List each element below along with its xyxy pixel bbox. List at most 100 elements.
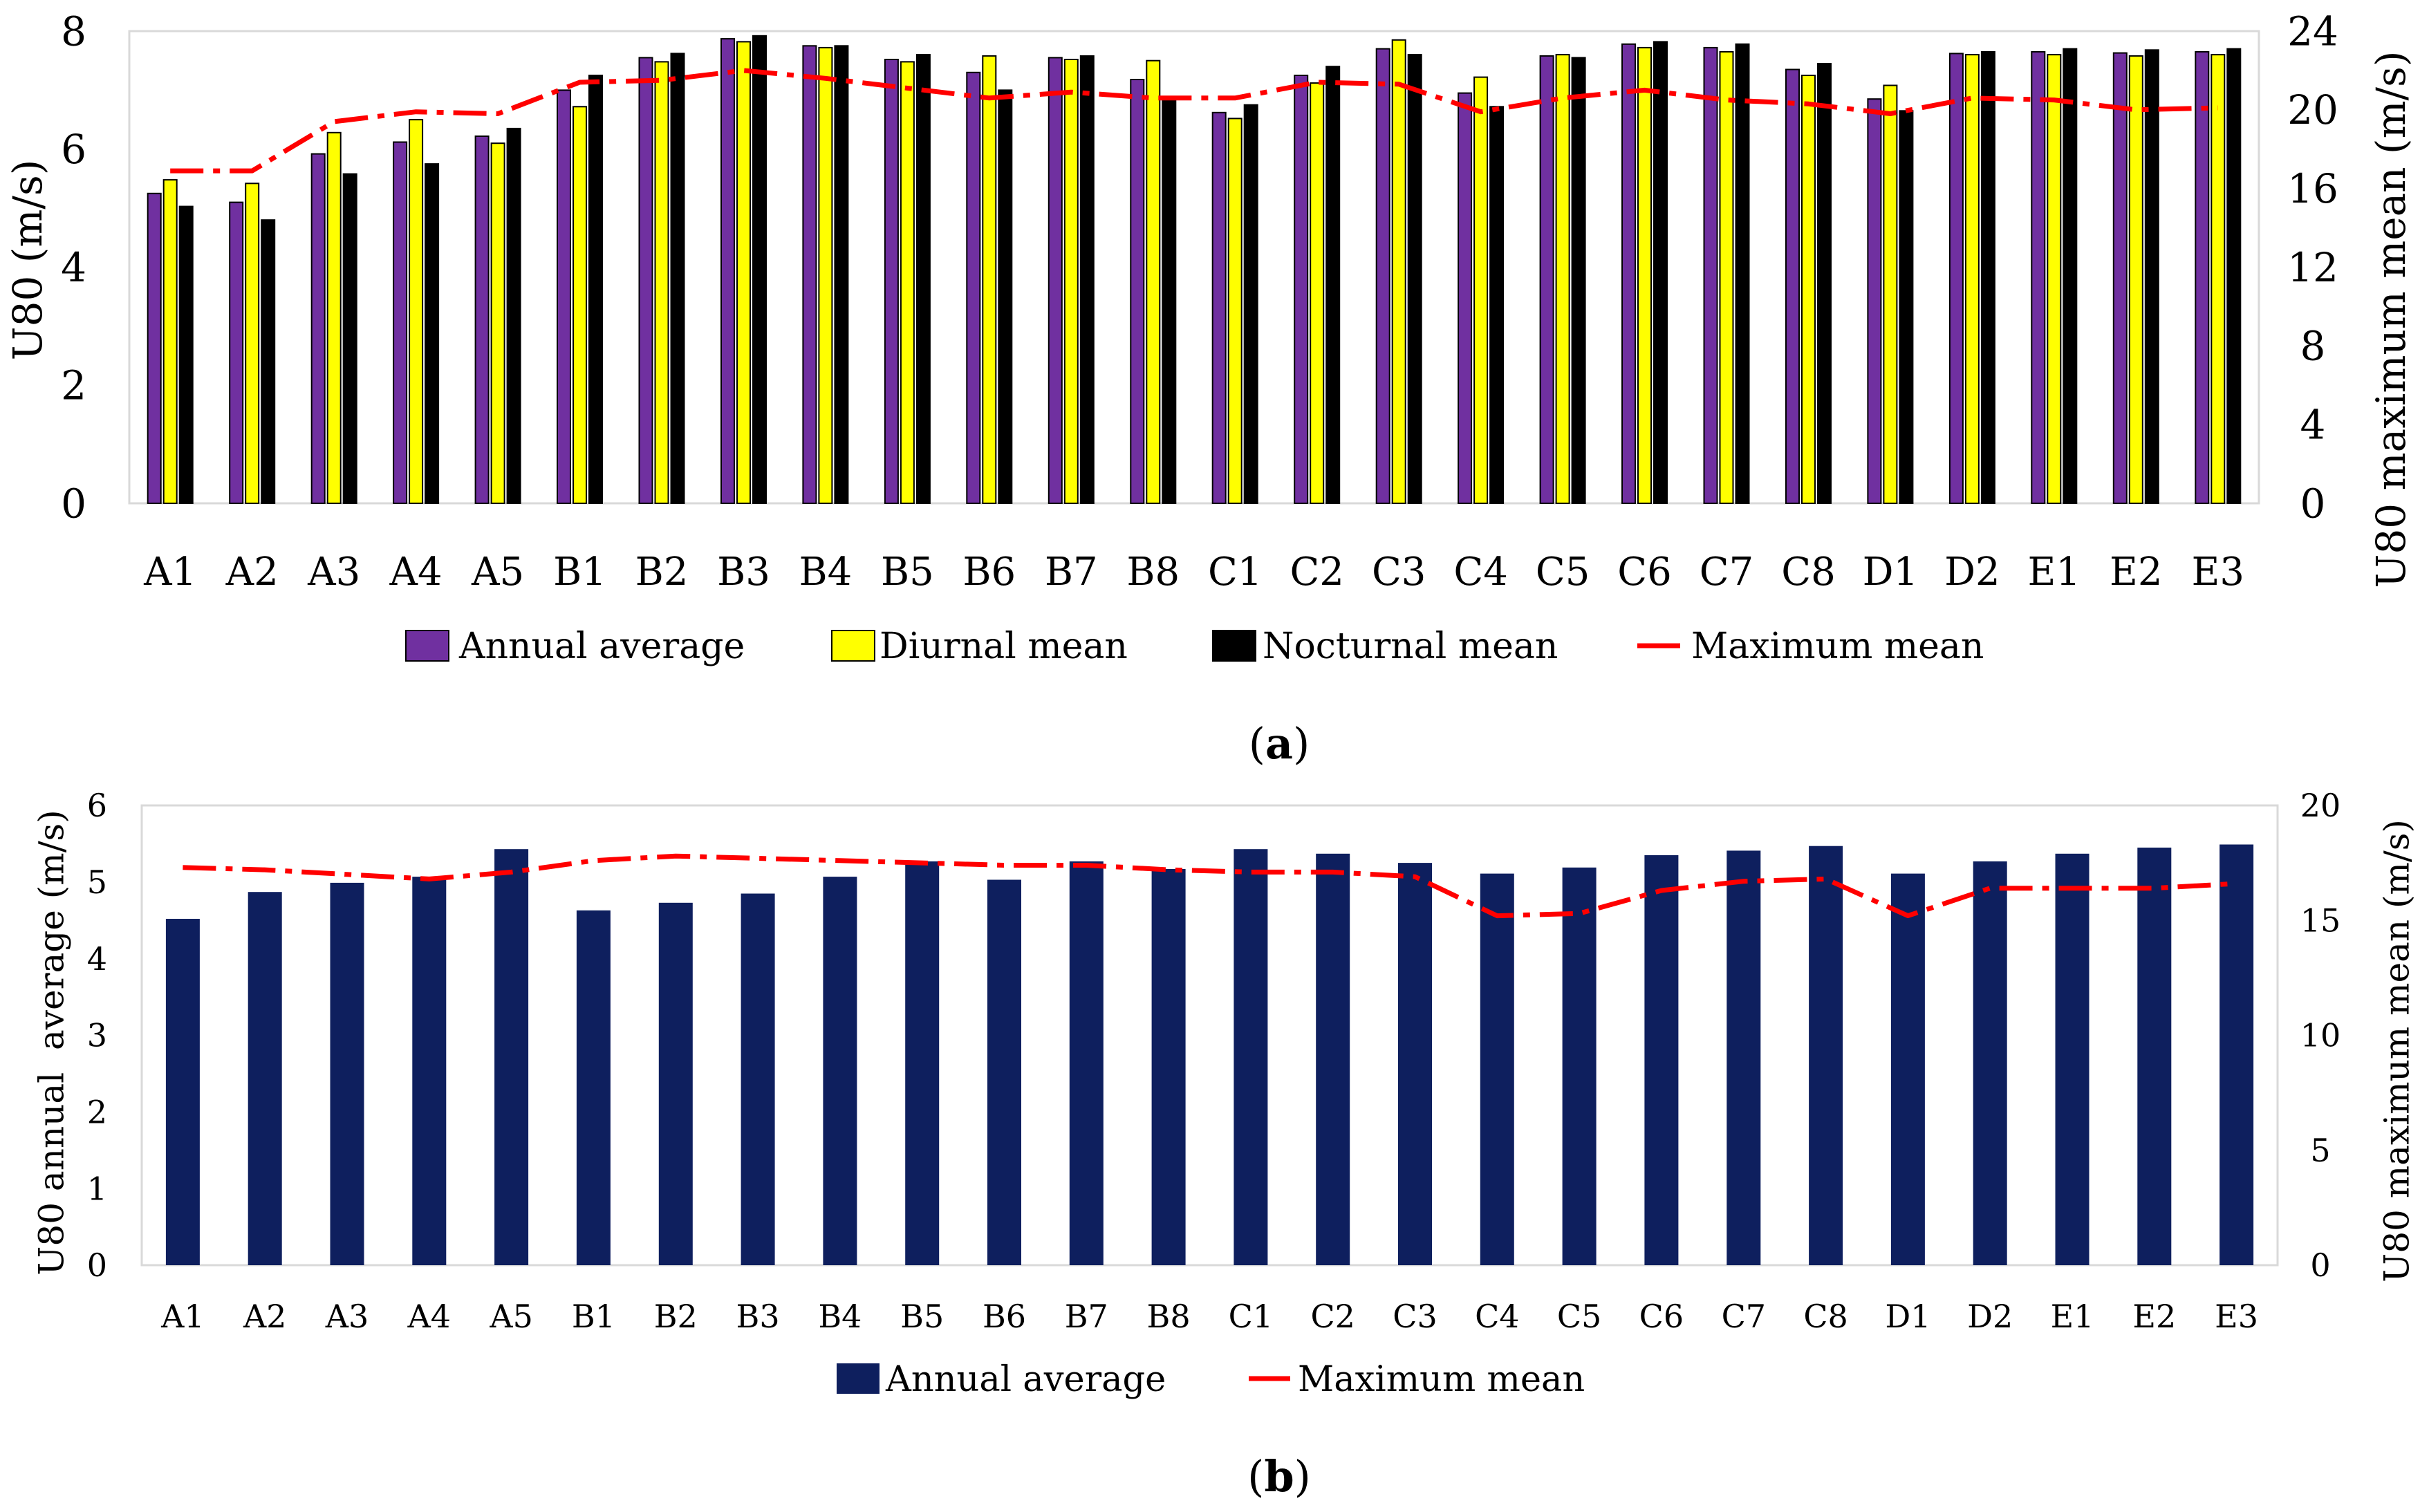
bar-nocturnal-mean-b8 — [1162, 99, 1177, 504]
left-axis-tick-label: 0 — [87, 1247, 107, 1284]
right-axis-tick-label: 5 — [2310, 1132, 2330, 1169]
bar-annual-average-e2 — [2112, 52, 2128, 505]
bar-nocturnal-mean-d1 — [1899, 110, 1914, 505]
bar-annual-average-c8 — [1785, 68, 1800, 504]
right-axis-title: U80 maximum mean (m/s) — [2377, 819, 2417, 1282]
plot-area-frame — [128, 30, 2260, 505]
category-label: A2 — [243, 1298, 287, 1335]
legend-item-maximum-mean: Maximum mean — [1249, 1359, 1585, 1400]
bar-annual-average-c1 — [1234, 849, 1268, 1265]
category-label: D1 — [1863, 550, 1919, 595]
panel-b: 0 1 2 3 4 5 6 0 5 10 15 20 A1 A2 A3 A4 A5 B1 B2 B3 B4 B5 B6 B7 B… — [32, 787, 2417, 1502]
series-annual-average-bars — [147, 38, 2210, 505]
bar-annual-average-b1 — [557, 89, 571, 504]
legend: Annual average Maximum mean — [837, 1359, 1585, 1400]
category-label: E1 — [2028, 550, 2081, 595]
bar-annual-average-e1 — [2031, 50, 2046, 504]
legend-item-annual-average: Annual average — [405, 626, 745, 667]
category-label: B7 — [1065, 1298, 1108, 1335]
bar-nocturnal-mean-c1 — [1243, 104, 1258, 504]
right-axis-tick-label: 8 — [2300, 323, 2326, 370]
series-diurnal-mean-bars — [162, 39, 2226, 505]
category-label: C6 — [1639, 1298, 1684, 1335]
right-axis-tick-label: 20 — [2287, 86, 2338, 133]
category-label: A1 — [160, 1298, 205, 1335]
category-label: A5 — [471, 550, 524, 595]
category-label: A4 — [389, 550, 443, 595]
legend-label-annual-average: Annual average — [458, 626, 745, 667]
bar-diurnal-mean-b7 — [1063, 59, 1079, 504]
legend-swatch-nocturnal-mean — [1212, 630, 1256, 662]
left-axis-tick-label: 4 — [87, 940, 107, 978]
bar-diurnal-mean-e3 — [2211, 54, 2226, 505]
bar-nocturnal-mean-e3 — [2226, 48, 2242, 505]
right-axis-tick-label: 15 — [2300, 902, 2341, 939]
category-label: C1 — [1208, 550, 1262, 595]
right-axis-tick-label: 10 — [2300, 1017, 2341, 1054]
bar-nocturnal-mean-a3 — [342, 173, 357, 504]
legend-label-nocturnal-mean: Nocturnal mean — [1263, 626, 1558, 667]
maximum-mean-line — [170, 68, 2218, 174]
bar-nocturnal-mean-b7 — [1079, 55, 1095, 504]
bar-nocturnal-mean-b3 — [752, 35, 767, 505]
category-label: B6 — [983, 1298, 1026, 1335]
category-label: B2 — [654, 1298, 698, 1335]
bar-diurnal-mean-b3 — [736, 41, 751, 504]
bar-nocturnal-mean-b4 — [834, 45, 849, 505]
bar-diurnal-mean-d1 — [1883, 84, 1898, 504]
category-label: B7 — [1045, 550, 1098, 595]
legend-label-diurnal-mean: Diurnal mean — [880, 626, 1128, 667]
legend-item-annual-average: Annual average — [837, 1359, 1166, 1400]
category-label: C3 — [1393, 1298, 1437, 1335]
left-axis-tick-label: 2 — [61, 362, 86, 409]
bar-diurnal-mean-b2 — [654, 61, 669, 504]
bar-annual-average-a2 — [229, 201, 244, 504]
category-label: B1 — [553, 550, 606, 595]
maximum-mean-line — [183, 853, 2237, 919]
bar-nocturnal-mean-c3 — [1407, 54, 1422, 505]
legend-label-maximum-mean: Maximum mean — [1298, 1359, 1585, 1400]
category-label: A3 — [325, 1298, 369, 1335]
bar-nocturnal-mean-c6 — [1653, 41, 1668, 504]
legend-item-diurnal-mean: Diurnal mean — [831, 626, 1128, 667]
bar-annual-average-e2 — [2137, 848, 2172, 1265]
left-axis-tick-label: 5 — [87, 864, 107, 901]
bar-annual-average-b8 — [1130, 79, 1145, 504]
bar-nocturnal-mean-b1 — [588, 75, 603, 504]
bar-diurnal-mean-a2 — [245, 183, 260, 504]
bar-diurnal-mean-a5 — [490, 142, 505, 504]
right-axis-tick-label: 24 — [2287, 8, 2338, 55]
legend-item-maximum-mean: Maximum mean — [1637, 626, 1984, 667]
legend-swatch-annual-average — [837, 1363, 880, 1394]
bar-annual-average-c3 — [1398, 863, 1432, 1265]
bar-annual-average-a4 — [393, 141, 408, 504]
bar-annual-average-c2 — [1294, 75, 1309, 504]
category-label: B8 — [1147, 1298, 1191, 1335]
right-axis-tick-label: 4 — [2300, 402, 2326, 449]
bar-annual-average-e3 — [2195, 50, 2210, 504]
bar-diurnal-mean-a1 — [162, 179, 178, 504]
bar-nocturnal-mean-a2 — [261, 219, 276, 504]
bar-annual-average-c7 — [1727, 850, 1761, 1265]
category-label: C2 — [1310, 1298, 1355, 1335]
bar-annual-average-b2 — [638, 57, 653, 504]
left-axis-tick-label: 3 — [87, 1017, 107, 1054]
category-label: B5 — [881, 550, 934, 595]
category-label: A3 — [307, 550, 360, 595]
bar-diurnal-mean-b4 — [818, 46, 833, 504]
series-nocturnal-mean-bars — [178, 35, 2242, 505]
category-label: A5 — [489, 1298, 533, 1335]
bar-annual-average-c6 — [1644, 855, 1679, 1265]
right-axis-tick-label: 20 — [2300, 787, 2341, 824]
left-axis-tick-label: 4 — [61, 244, 86, 291]
category-label: E1 — [2051, 1298, 2094, 1335]
bar-diurnal-mean-c7 — [1719, 50, 1734, 504]
panel-label: (a) — [1249, 718, 1310, 769]
bar-nocturnal-mean-a1 — [178, 205, 194, 504]
category-label: C5 — [1536, 550, 1590, 595]
bar-annual-average-a1 — [165, 919, 200, 1265]
category-label: C1 — [1229, 1298, 1273, 1335]
